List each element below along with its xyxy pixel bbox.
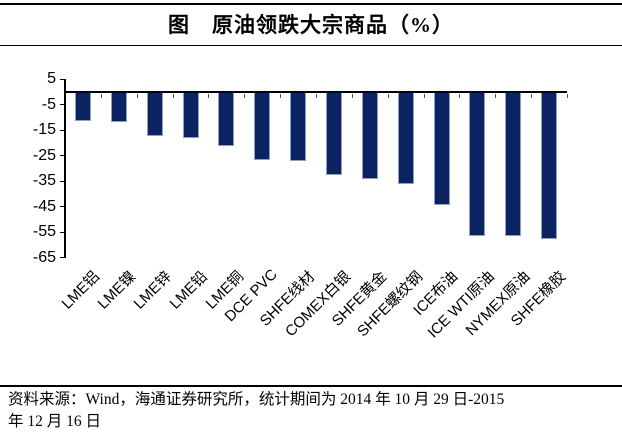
bar-5 bbox=[254, 92, 271, 160]
x-axis-tick bbox=[351, 93, 353, 98]
x-axis-tick bbox=[423, 93, 425, 98]
y-axis-tick-label: -15 bbox=[32, 121, 56, 139]
x-axis-tick bbox=[316, 93, 317, 98]
x-axis-tick bbox=[531, 93, 533, 98]
bar-11 bbox=[469, 92, 486, 236]
y-axis-tick bbox=[60, 104, 65, 106]
y-axis-tick bbox=[60, 129, 65, 131]
bar-3 bbox=[182, 92, 199, 138]
y-axis-tick-label: -5 bbox=[41, 95, 56, 113]
x-axis-tick bbox=[136, 93, 138, 98]
y-axis-line bbox=[64, 79, 66, 258]
plot-area: 5 -5 -15 -25 -35 -45 -55 -65 LME铝 LME镍 LME锌 LME铅 LME… bbox=[32, 70, 569, 341]
x-axis-category-label: LME铝 bbox=[58, 268, 104, 313]
x-axis-category-label: LME镍 bbox=[94, 268, 139, 313]
x-axis-tick bbox=[172, 93, 174, 98]
x-axis-tick bbox=[567, 93, 568, 98]
y-axis-tick-label: -45 bbox=[32, 197, 56, 215]
x-axis-tick bbox=[244, 93, 246, 98]
x-axis-tick bbox=[100, 93, 102, 98]
y-axis-tick bbox=[60, 180, 65, 182]
y-axis-tick bbox=[60, 257, 65, 259]
source-note-line1: 资料来源：Wind，海通证券研究所，统计期间为 2014 年 10 月 29 日… bbox=[8, 391, 505, 408]
y-axis-tick-label: -25 bbox=[32, 146, 56, 164]
y-axis-tick bbox=[60, 231, 65, 233]
bar-10 bbox=[433, 92, 450, 206]
bar-1 bbox=[110, 92, 127, 123]
bar-7 bbox=[325, 92, 342, 176]
bar-9 bbox=[397, 92, 414, 185]
bar-2 bbox=[146, 92, 163, 137]
y-axis-tick-label: 5 bbox=[47, 70, 56, 88]
bar-0 bbox=[74, 92, 91, 122]
footer-divider-line bbox=[0, 385, 622, 387]
bar-13 bbox=[541, 92, 558, 239]
bar-8 bbox=[361, 92, 378, 179]
source-note-line2: 年 12 月 16 日 bbox=[8, 413, 102, 430]
x-axis-tick bbox=[208, 93, 210, 98]
y-axis-tick bbox=[60, 78, 65, 80]
bar-12 bbox=[505, 92, 522, 236]
x-axis-tick bbox=[387, 93, 389, 98]
y-axis-tick-label: -55 bbox=[32, 223, 56, 241]
bar-6 bbox=[290, 92, 307, 162]
x-axis-tick bbox=[495, 93, 497, 98]
y-axis-tick bbox=[60, 155, 65, 157]
chart-title: 图 原油领跌大宗商品（%） bbox=[168, 13, 454, 37]
x-axis-tick bbox=[280, 93, 282, 98]
x-axis-tick bbox=[459, 93, 461, 98]
bar-4 bbox=[218, 92, 235, 147]
top-border-line bbox=[0, 3, 622, 5]
y-axis-tick-label: -35 bbox=[32, 172, 56, 190]
source-note: 资料来源：Wind，海通证券研究所，统计期间为 2014 年 10 月 29 日… bbox=[8, 389, 614, 433]
x-axis-category-label: LME锌 bbox=[130, 268, 175, 313]
title-divider-line bbox=[0, 45, 622, 46]
x-axis-category-label: LME铅 bbox=[166, 268, 211, 313]
y-axis-tick bbox=[60, 206, 65, 208]
y-axis-tick-label: -65 bbox=[32, 248, 56, 266]
x-axis-zero-line bbox=[65, 91, 567, 93]
